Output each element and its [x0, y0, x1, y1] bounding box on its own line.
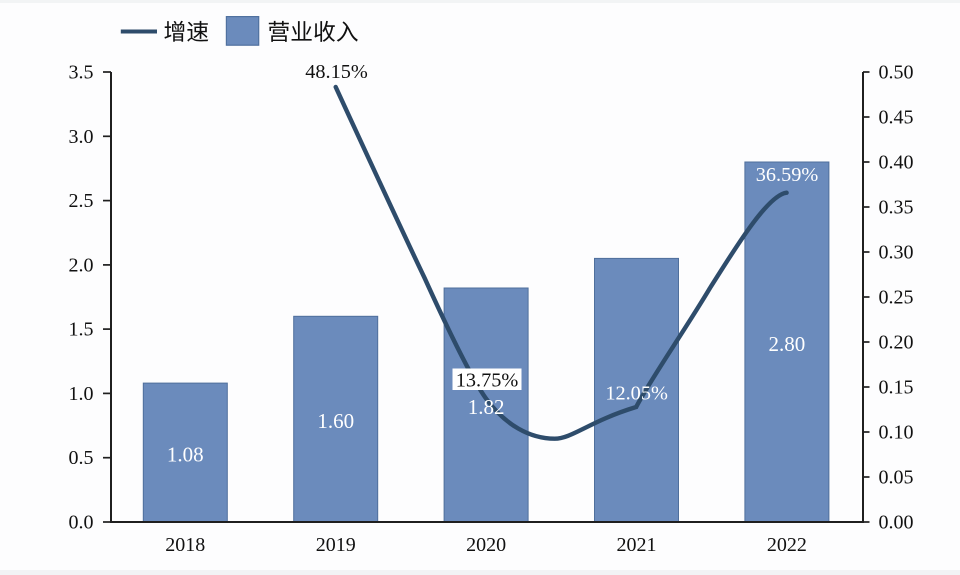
svg-text:0.30: 0.30 [879, 242, 914, 264]
svg-text:0.40: 0.40 [879, 152, 914, 174]
svg-text:0.05: 0.05 [879, 467, 914, 489]
svg-text:2021: 2021 [617, 534, 657, 556]
svg-text:0.45: 0.45 [879, 107, 914, 129]
svg-text:3.0: 3.0 [69, 126, 94, 148]
svg-text:1.08: 1.08 [167, 443, 204, 467]
svg-text:2.5: 2.5 [69, 190, 94, 212]
svg-text:0.0: 0.0 [69, 512, 94, 534]
svg-text:13.75%: 13.75% [456, 370, 519, 392]
svg-text:1.82: 1.82 [468, 395, 505, 419]
svg-text:2019: 2019 [316, 534, 356, 556]
svg-text:0.35: 0.35 [879, 197, 914, 219]
svg-text:0.15: 0.15 [879, 377, 914, 399]
svg-text:2.80: 2.80 [769, 332, 806, 356]
svg-text:0.20: 0.20 [879, 332, 914, 354]
svg-text:0.10: 0.10 [879, 422, 914, 444]
svg-text:0.5: 0.5 [69, 447, 94, 469]
svg-text:1.0: 1.0 [69, 383, 94, 405]
svg-text:1.5: 1.5 [69, 319, 94, 341]
svg-text:12.05%: 12.05% [605, 383, 668, 405]
svg-text:1.60: 1.60 [317, 409, 354, 433]
svg-text:3.5: 3.5 [69, 62, 94, 84]
svg-text:0.00: 0.00 [879, 512, 914, 534]
svg-text:36.59%: 36.59% [756, 164, 819, 186]
svg-text:0.50: 0.50 [879, 62, 914, 84]
svg-text:2018: 2018 [165, 534, 205, 556]
svg-text:48.15%: 48.15% [305, 61, 368, 83]
svg-text:0.25: 0.25 [879, 287, 914, 309]
svg-text:2.0: 2.0 [69, 254, 94, 276]
svg-text:2022: 2022 [767, 534, 807, 556]
svg-text:2020: 2020 [466, 534, 506, 556]
